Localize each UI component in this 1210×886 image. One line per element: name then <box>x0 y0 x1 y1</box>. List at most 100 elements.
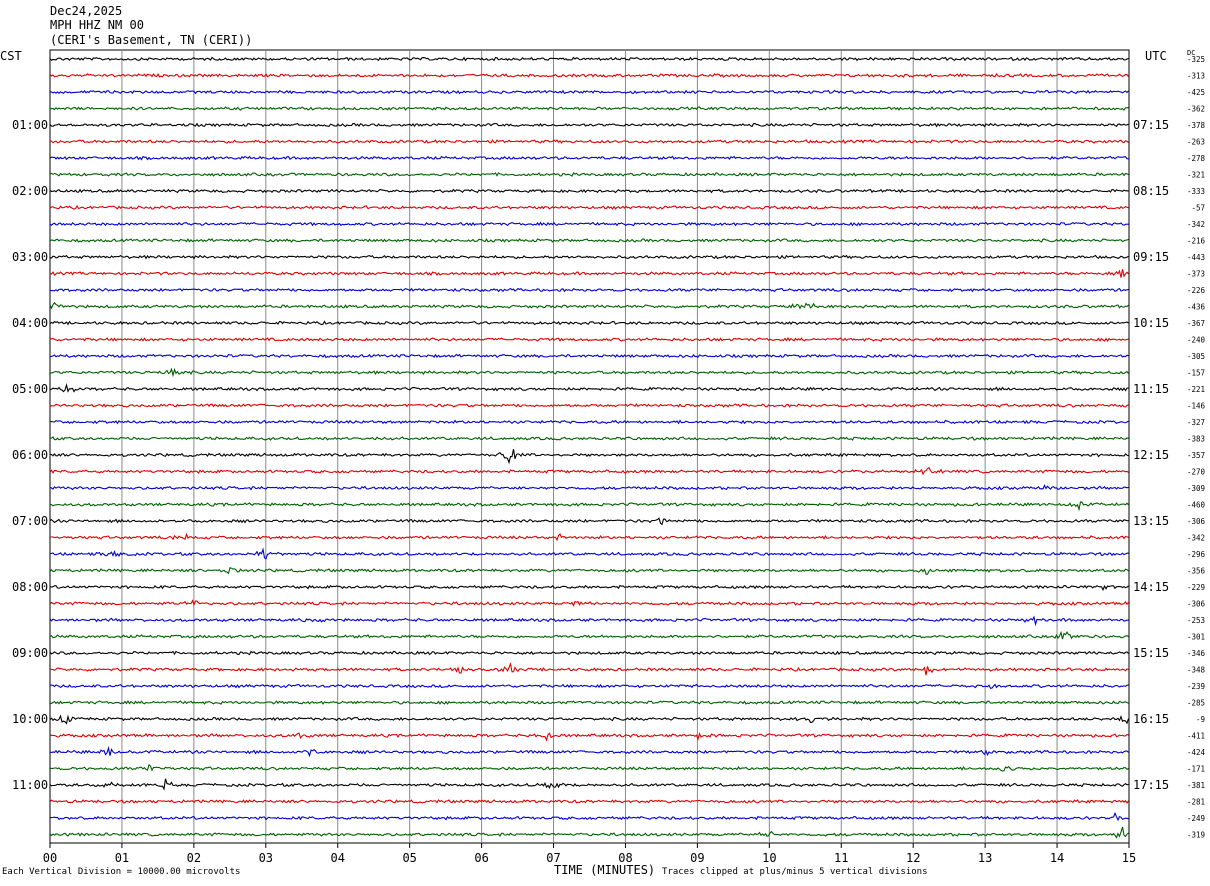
trace-line <box>49 56 1129 62</box>
trace-line <box>49 547 1129 560</box>
dc-offset-label: -356 <box>1187 567 1206 576</box>
x-tick-label: 14 <box>1050 851 1064 865</box>
x-tick-label: 09 <box>690 851 704 865</box>
left-hour-label: 06:00 <box>12 448 48 462</box>
trace-line <box>49 811 1129 822</box>
scale-note: Each Vertical Division = 10000.00 microv… <box>2 867 241 877</box>
dc-offset-label: -321 <box>1187 171 1205 180</box>
trace-line <box>49 72 1129 78</box>
left-hour-label: 01:00 <box>12 118 48 132</box>
x-tick-label: 01 <box>115 851 129 865</box>
trace-line <box>50 683 1129 689</box>
x-axis-label: TIME (MINUTES) <box>554 863 656 877</box>
dc-offset-label: -346 <box>1187 649 1206 658</box>
trace-line <box>49 650 1129 656</box>
trace-line <box>49 254 1129 260</box>
dc-offset-label: -157 <box>1187 369 1205 378</box>
dc-offset-label: -383 <box>1187 435 1205 444</box>
dc-offset-label: -305 <box>1187 352 1205 361</box>
dc-offset-label: -296 <box>1187 550 1206 559</box>
right-hour-label: 14:15 <box>1133 580 1169 594</box>
trace-line <box>49 630 1129 640</box>
x-tick-label: 15 <box>1122 851 1136 865</box>
trace-line <box>49 419 1129 425</box>
trace-line <box>49 466 1129 476</box>
trace-line <box>49 337 1129 342</box>
left-hour-label: 04:00 <box>12 316 48 330</box>
trace-line <box>49 449 1129 465</box>
dc-offset-label: -281 <box>1187 798 1205 807</box>
dc-offset-label: -221 <box>1187 385 1205 394</box>
dc-offset-label: -357 <box>1187 451 1205 460</box>
trace-line <box>49 238 1129 243</box>
dc-offset-label: -229 <box>1187 583 1205 592</box>
trace-line <box>49 661 1129 676</box>
trace-line <box>49 763 1129 772</box>
left-hour-label: 05:00 <box>12 382 48 396</box>
trace-line <box>49 731 1129 742</box>
dc-offset-label: -342 <box>1187 220 1205 229</box>
trace-line <box>49 501 1129 512</box>
trace-line <box>49 778 1129 791</box>
x-tick-label: 11 <box>834 851 848 865</box>
right-hour-label: 08:15 <box>1133 184 1169 198</box>
chart-date: Dec24,2025 <box>50 4 123 18</box>
dc-offset-label: -436 <box>1187 303 1206 312</box>
left-hour-label: 11:00 <box>12 778 48 792</box>
trace-line <box>49 89 1129 95</box>
dc-offset-label: -411 <box>1187 732 1205 741</box>
trace-line <box>49 353 1129 359</box>
dc-offset-label: -333 <box>1187 187 1205 196</box>
dc-offset-label: -348 <box>1187 666 1206 675</box>
trace-line <box>49 367 1129 378</box>
chart-location: (CERI's Basement, TN (CERI)) <box>50 33 253 47</box>
trace-line <box>49 436 1129 441</box>
dc-offset-label: -373 <box>1187 270 1205 279</box>
trace-line <box>49 799 1129 804</box>
left-hour-label: 09:00 <box>12 646 48 660</box>
trace-line <box>49 700 1129 705</box>
x-tick-label: 07 <box>546 851 560 865</box>
dc-offset-label: -171 <box>1187 765 1205 774</box>
right-hour-label: 12:15 <box>1133 448 1169 462</box>
right-timezone-label: UTC <box>1145 49 1167 63</box>
dc-offset-label: -424 <box>1187 748 1206 757</box>
x-tick-label: 02 <box>187 851 201 865</box>
dc-offset-label: -146 <box>1187 402 1206 411</box>
right-hour-label: 13:15 <box>1133 514 1169 528</box>
trace-line <box>49 745 1129 758</box>
right-hour-label: 15:15 <box>1133 646 1169 660</box>
dc-offset-label: -362 <box>1187 105 1205 114</box>
trace-line <box>49 383 1129 393</box>
dc-offset-label: -285 <box>1187 699 1205 708</box>
x-tick-label: 05 <box>402 851 416 865</box>
left-hour-label: 02:00 <box>12 184 48 198</box>
dc-offset-label: -306 <box>1187 517 1206 526</box>
trace-line <box>49 714 1130 725</box>
left-hour-label: 03:00 <box>12 250 48 264</box>
trace-line <box>49 221 1129 227</box>
trace-line <box>49 599 1129 607</box>
dc-offset-label: -443 <box>1187 253 1205 262</box>
dc-offset-label: -367 <box>1187 319 1205 328</box>
trace-line <box>49 287 1129 293</box>
trace-line <box>49 403 1129 408</box>
plot-frame <box>49 49 1130 844</box>
dc-offset-label: -381 <box>1187 781 1205 790</box>
right-hour-label: 10:15 <box>1133 316 1169 330</box>
trace-line <box>49 484 1129 491</box>
trace-line <box>50 532 1129 542</box>
dc-offset-label: -306 <box>1187 600 1206 609</box>
trace-line <box>49 155 1129 161</box>
trace-line <box>49 301 1129 310</box>
trace-line <box>49 320 1129 326</box>
dc-offset-label: -278 <box>1187 154 1206 163</box>
trace-line <box>49 171 1129 177</box>
right-hour-label: 16:15 <box>1133 712 1169 726</box>
dc-offset-label: -342 <box>1187 534 1205 543</box>
x-tick-label: 13 <box>978 851 992 865</box>
trace-line <box>49 122 1129 128</box>
x-tick-label: 10 <box>762 851 776 865</box>
right-hour-label: 07:15 <box>1133 118 1169 132</box>
